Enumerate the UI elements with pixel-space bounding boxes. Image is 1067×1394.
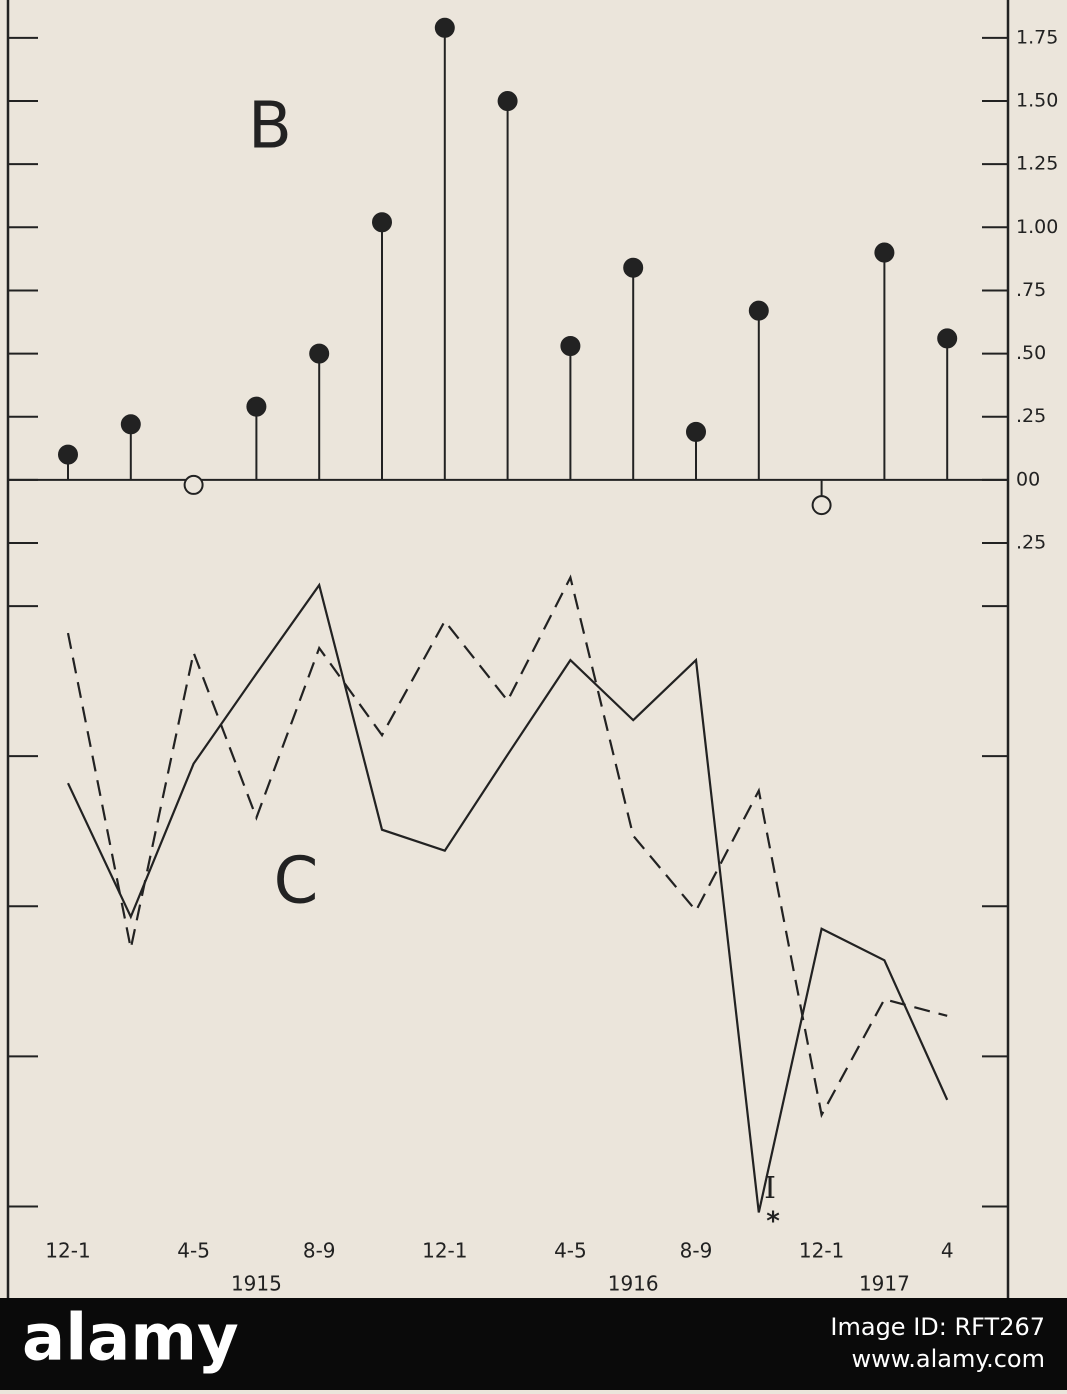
lollipop	[58, 444, 78, 480]
dot	[748, 300, 769, 321]
year-label: 1915	[231, 1272, 282, 1296]
y-tick-label: 1.50	[1016, 90, 1058, 112]
dot	[372, 212, 392, 233]
lollipop	[811, 479, 832, 516]
line-series	[66, 574, 948, 1119]
lollipop	[434, 17, 455, 480]
dot	[120, 414, 141, 435]
line-series	[67, 582, 949, 1213]
footer-url: www.alamy.com	[852, 1345, 1045, 1373]
dot	[874, 242, 895, 263]
annotation: *	[766, 1207, 780, 1237]
dot	[811, 495, 832, 516]
y-tick-label: 00	[1016, 468, 1040, 490]
y-tick-label: .25	[1016, 532, 1046, 554]
dot	[686, 421, 706, 442]
footer-brand: alamy	[22, 1302, 239, 1376]
x-tick-label: 12-1	[45, 1239, 90, 1263]
lollipop	[372, 212, 392, 480]
lollipop	[560, 336, 581, 480]
x-tick-label: 8-9	[680, 1239, 713, 1263]
lollipop	[686, 421, 706, 480]
dot	[183, 474, 204, 495]
y-tick-label: .75	[1016, 279, 1046, 301]
x-tick-label: 4-5	[177, 1239, 210, 1263]
x-tick-label: 4	[941, 1239, 954, 1263]
lollipop	[309, 343, 330, 480]
y-tick-label: 1.25	[1016, 153, 1058, 175]
y-tick-label: 1.75	[1016, 26, 1058, 48]
lollipop	[937, 328, 958, 480]
x-tick-label: 12-1	[799, 1239, 844, 1263]
dot	[623, 257, 644, 278]
x-tick-label: 8-9	[303, 1239, 336, 1263]
y-tick-label: 1.00	[1016, 216, 1058, 238]
dot	[497, 91, 518, 112]
lollipop	[748, 300, 769, 480]
dot	[309, 343, 330, 364]
lollipop	[497, 91, 518, 480]
lollipop	[246, 396, 267, 480]
y-tick-label: .25	[1016, 405, 1046, 427]
dot	[560, 336, 581, 357]
panel-label: B	[248, 90, 292, 164]
y-tick-label: .50	[1016, 342, 1046, 364]
lollipop	[183, 474, 204, 495]
footer-id: Image ID: RFT267	[830, 1313, 1045, 1341]
dot	[58, 444, 78, 465]
dot	[434, 17, 455, 38]
x-tick-label: 4-5	[554, 1239, 587, 1263]
dot	[937, 328, 958, 349]
lollipop	[120, 414, 141, 480]
x-tick-label: 12-1	[422, 1239, 467, 1263]
annotation: I	[764, 1171, 776, 1206]
footer-band	[0, 1298, 1067, 1390]
year-label: 1917	[859, 1272, 910, 1296]
lollipop	[874, 242, 895, 480]
panel-label: C	[274, 845, 319, 919]
dot	[246, 396, 267, 417]
lollipop	[623, 257, 644, 480]
year-label: 1916	[608, 1272, 659, 1296]
